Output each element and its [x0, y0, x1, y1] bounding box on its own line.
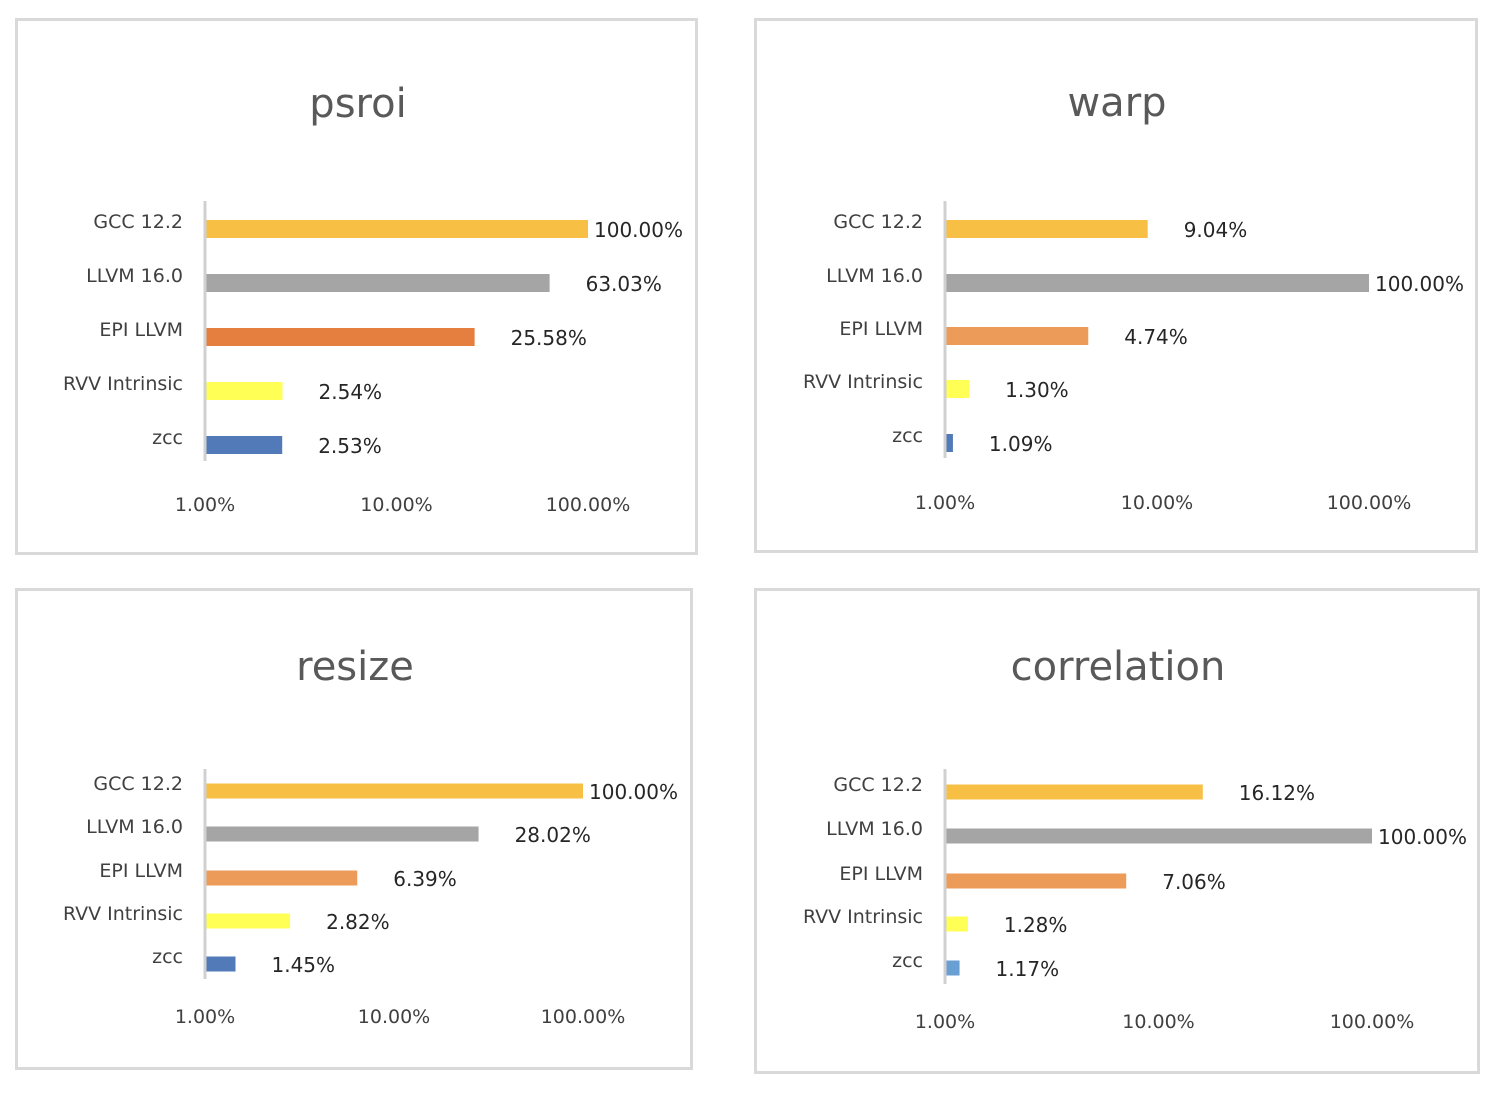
bar-epi-llvm: [945, 873, 1127, 889]
chart-title: psroi: [309, 81, 406, 127]
x-tick-label: 10.00%: [360, 494, 432, 516]
category-label: zcc: [152, 946, 183, 968]
category-label: RVV Intrinsic: [63, 373, 183, 395]
chart-panel-correlation: correlation GCC 12.2 16.12% LLVM 16.0 100.00…: [754, 588, 1480, 1074]
data-label: 28.02%: [515, 823, 591, 847]
data-label: 4.74%: [1124, 325, 1188, 349]
bar-epi-llvm: [205, 328, 475, 346]
x-tick-label: 100.00%: [1327, 492, 1412, 514]
x-tick-label: 1.00%: [915, 492, 975, 514]
data-label: 2.82%: [326, 910, 390, 934]
bar-zcc: [205, 436, 283, 454]
bar-llvm-16-0: [205, 826, 479, 842]
bar-rvv-intrinsic: [945, 916, 968, 932]
data-label: 1.09%: [989, 432, 1053, 456]
data-label: 63.03%: [586, 272, 662, 296]
chart-panel-psroi: psroi GCC 12.2 100.00% LLVM 16.0 63.03% EPI L…: [15, 18, 698, 555]
category-label: RVV Intrinsic: [803, 371, 923, 393]
category-label: LLVM 16.0: [86, 265, 183, 287]
bar-gcc-12-2: [205, 783, 583, 799]
bar-chart-svg: correlation GCC 12.2 16.12% LLVM 16.0 100.00…: [803, 644, 1467, 1033]
data-label: 1.28%: [1004, 913, 1068, 937]
chart-panel-warp: warp GCC 12.2 9.04% LLVM 16.0 100.00% EPI LLV…: [754, 18, 1478, 553]
category-label: RVV Intrinsic: [803, 906, 923, 928]
bar-llvm-16-0: [945, 828, 1372, 844]
x-tick-label: 1.00%: [915, 1011, 975, 1033]
bar-zcc: [945, 960, 960, 976]
category-label: EPI LLVM: [839, 863, 923, 885]
data-label: 100.00%: [594, 218, 683, 242]
bar-gcc-12-2: [205, 220, 588, 238]
chart-title: resize: [296, 644, 414, 690]
bar-chart-svg: warp GCC 12.2 9.04% LLVM 16.0 100.00% EPI LLV…: [803, 80, 1464, 514]
category-label: GCC 12.2: [93, 211, 183, 233]
chart-panel-resize: resize GCC 12.2 100.00% LLVM 16.0 28.02% EPI …: [15, 588, 693, 1070]
category-label: RVV Intrinsic: [63, 903, 183, 925]
category-label: LLVM 16.0: [86, 816, 183, 838]
bar-chart-svg: resize GCC 12.2 100.00% LLVM 16.0 28.02% EPI …: [63, 644, 678, 1028]
bar-zcc: [945, 434, 953, 452]
category-label: zcc: [892, 425, 923, 447]
bar-gcc-12-2: [945, 220, 1148, 238]
x-tick-label: 100.00%: [1330, 1011, 1415, 1033]
category-label: EPI LLVM: [99, 319, 183, 341]
data-label: 1.17%: [996, 957, 1060, 981]
bar-zcc: [205, 956, 236, 972]
chart-title: warp: [1067, 80, 1166, 126]
category-label: zcc: [892, 950, 923, 972]
category-label: GCC 12.2: [833, 211, 923, 233]
category-label: GCC 12.2: [833, 774, 923, 796]
x-tick-label: 100.00%: [541, 1006, 626, 1028]
data-label: 100.00%: [589, 780, 678, 804]
category-label: LLVM 16.0: [826, 818, 923, 840]
data-label: 1.30%: [1005, 378, 1069, 402]
bar-llvm-16-0: [945, 274, 1369, 292]
data-label: 7.06%: [1162, 870, 1226, 894]
data-label: 1.45%: [271, 953, 335, 977]
data-label: 100.00%: [1378, 825, 1467, 849]
category-label: GCC 12.2: [93, 773, 183, 795]
bar-epi-llvm: [205, 870, 358, 886]
bar-llvm-16-0: [205, 274, 550, 292]
data-label: 9.04%: [1184, 218, 1248, 242]
bar-chart-svg: psroi GCC 12.2 100.00% LLVM 16.0 63.03% EPI L…: [63, 81, 683, 516]
data-label: 16.12%: [1239, 781, 1315, 805]
x-tick-label: 100.00%: [546, 494, 631, 516]
x-tick-label: 10.00%: [1121, 492, 1193, 514]
x-tick-label: 1.00%: [175, 494, 235, 516]
bar-gcc-12-2: [945, 784, 1203, 800]
x-tick-label: 10.00%: [1122, 1011, 1194, 1033]
chart-title: correlation: [1011, 644, 1226, 690]
data-label: 2.54%: [319, 380, 383, 404]
category-label: zcc: [152, 427, 183, 449]
data-label: 6.39%: [393, 867, 457, 891]
category-label: EPI LLVM: [99, 860, 183, 882]
x-tick-label: 10.00%: [358, 1006, 430, 1028]
bar-epi-llvm: [945, 327, 1089, 345]
category-label: EPI LLVM: [839, 318, 923, 340]
data-label: 2.53%: [318, 434, 382, 458]
data-label: 100.00%: [1375, 272, 1464, 296]
data-label: 25.58%: [511, 326, 587, 350]
bar-rvv-intrinsic: [205, 382, 283, 400]
bar-rvv-intrinsic: [205, 913, 291, 929]
x-tick-label: 1.00%: [175, 1006, 235, 1028]
bar-rvv-intrinsic: [945, 380, 970, 398]
category-label: LLVM 16.0: [826, 265, 923, 287]
